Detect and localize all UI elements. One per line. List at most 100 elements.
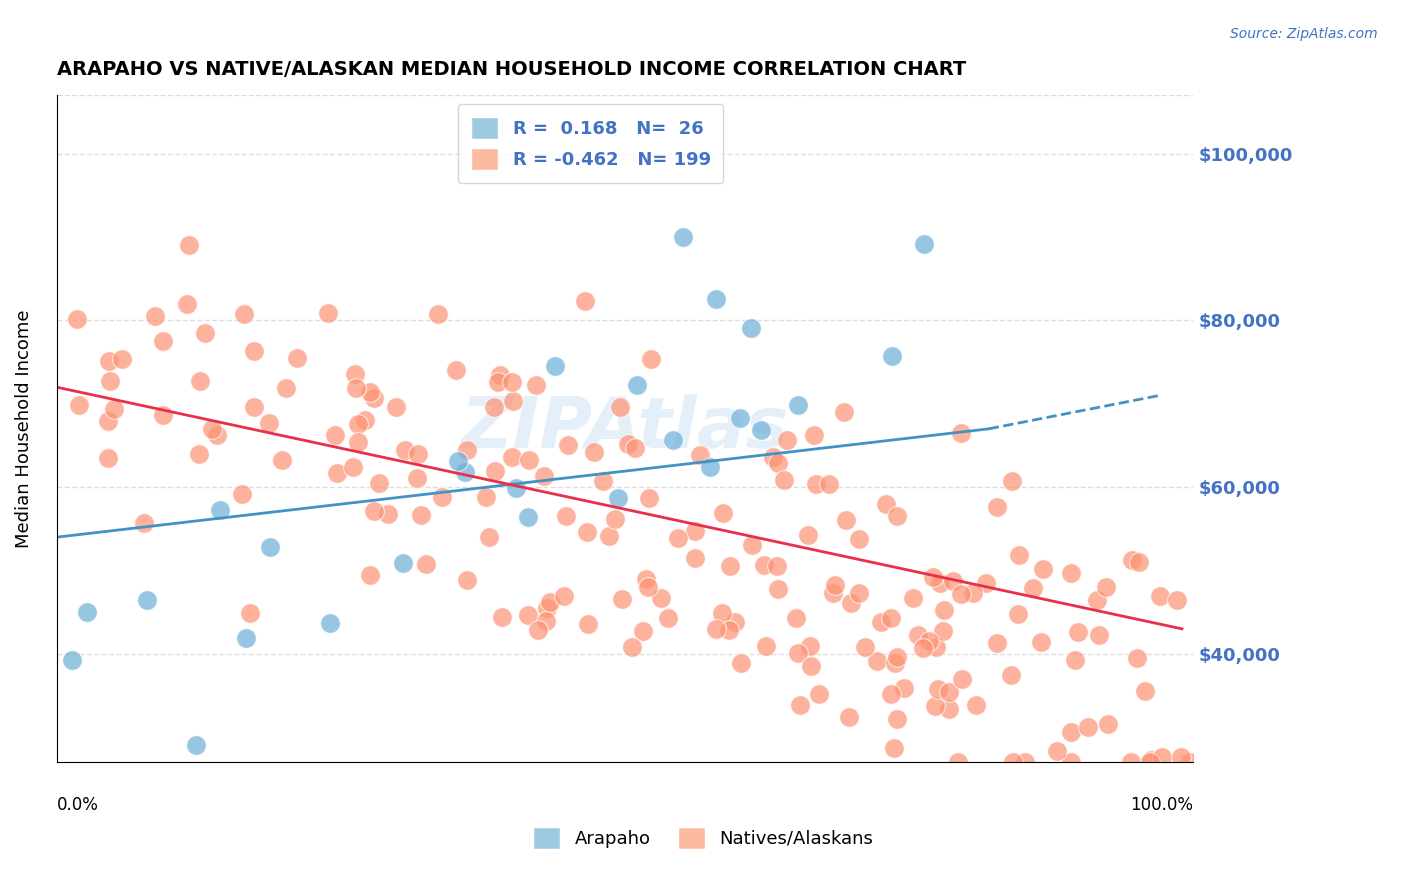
Point (773, 473, 796, 487)
Point (394, 442, 416, 457)
Point (950, 673, 973, 687)
Point (343, 368, 366, 382)
Point (918, 634, 941, 648)
Point (657, 611, 679, 625)
Point (235, 632, 257, 646)
Point (60, 652, 83, 666)
Point (650, 591, 672, 606)
Point (257, 416, 280, 430)
Point (634, 573, 657, 587)
Point (662, 433, 685, 447)
Point (231, 487, 253, 501)
Point (501, 450, 523, 465)
Point (927, 681, 949, 696)
Point (392, 556, 415, 570)
Point (1097, 717, 1119, 731)
Point (347, 417, 370, 431)
Point (704, 292, 727, 306)
Y-axis label: Median Household Income: Median Household Income (15, 310, 32, 548)
Point (1126, 651, 1149, 665)
Point (516, 510, 538, 524)
Point (866, 654, 889, 668)
Point (621, 640, 644, 654)
Point (1166, 593, 1188, 607)
Point (875, 497, 897, 511)
Point (1121, 553, 1143, 567)
Point (883, 657, 905, 671)
Point (103, 401, 125, 416)
Point (824, 578, 846, 592)
Point (353, 413, 375, 427)
Point (98, 354, 121, 368)
Point (789, 698, 811, 713)
Point (804, 477, 827, 491)
Point (832, 405, 855, 419)
Point (475, 490, 498, 504)
Point (367, 475, 389, 490)
Point (143, 310, 166, 324)
Point (188, 374, 211, 388)
Point (486, 376, 509, 390)
Point (689, 448, 711, 462)
Point (1064, 652, 1087, 666)
Point (1032, 562, 1054, 576)
Point (574, 293, 596, 308)
Point (270, 453, 292, 467)
Point (672, 230, 695, 244)
Point (533, 468, 555, 483)
Point (176, 296, 198, 310)
Point (938, 685, 960, 699)
Point (942, 574, 965, 588)
Point (965, 698, 987, 712)
Point (776, 433, 799, 447)
Point (749, 423, 772, 437)
Point (879, 687, 901, 701)
Point (1067, 624, 1090, 639)
Point (803, 428, 825, 442)
Point (752, 558, 775, 572)
Point (67, 398, 90, 412)
Point (886, 508, 908, 523)
Point (184, 738, 207, 752)
Point (1060, 566, 1083, 581)
Point (152, 408, 174, 422)
Point (409, 508, 432, 523)
Point (136, 593, 159, 607)
Point (478, 530, 501, 544)
Point (962, 586, 984, 600)
Point (787, 646, 810, 660)
Point (592, 474, 614, 488)
Point (986, 636, 1008, 650)
Point (1085, 592, 1108, 607)
Point (1135, 684, 1157, 698)
Point (685, 550, 707, 565)
Point (516, 607, 538, 622)
Point (768, 582, 790, 596)
Point (912, 237, 935, 252)
Point (239, 606, 262, 620)
Point (907, 628, 929, 642)
Point (482, 400, 505, 414)
Point (456, 573, 478, 587)
Point (555, 508, 578, 523)
Point (406, 471, 429, 485)
Point (359, 384, 381, 399)
Point (325, 427, 347, 442)
Point (740, 321, 762, 335)
Point (1094, 580, 1116, 594)
Point (886, 712, 908, 726)
Point (447, 453, 470, 467)
Point (1001, 474, 1024, 488)
Point (718, 623, 741, 637)
Point (886, 650, 908, 665)
Point (799, 639, 821, 653)
Point (741, 538, 763, 552)
Point (188, 447, 211, 461)
Point (285, 351, 308, 365)
Point (800, 659, 823, 673)
Point (853, 640, 876, 655)
Text: ZIPAtlas: ZIPAtlas (461, 394, 789, 463)
Point (342, 460, 364, 475)
Point (938, 702, 960, 716)
Point (1152, 749, 1174, 764)
